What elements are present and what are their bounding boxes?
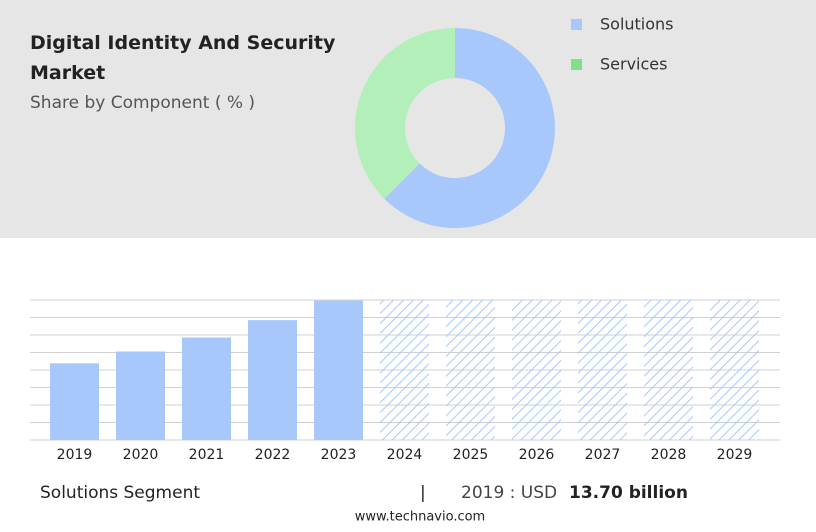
- x-tick-label: 2028: [651, 447, 687, 463]
- x-tick-label: 2023: [321, 447, 357, 463]
- legend-label: Solutions: [600, 15, 674, 34]
- bar: [116, 351, 165, 440]
- legend-swatch: [571, 19, 582, 30]
- forecast-bar: [710, 300, 759, 440]
- value-label: 13.70 billion: [569, 483, 688, 503]
- bar: [314, 300, 363, 440]
- legend-label: Services: [600, 55, 667, 74]
- x-tick-label: 2021: [189, 447, 225, 463]
- source: www.technavio.com: [355, 510, 485, 525]
- chart-subtitle: Share by Component ( % ): [30, 93, 255, 113]
- segment-label: Solutions Segment: [40, 483, 200, 503]
- x-tick-label: 2019: [57, 447, 93, 463]
- donut-slice: [384, 28, 555, 228]
- bar: [182, 337, 231, 440]
- x-tick-label: 2025: [453, 447, 489, 463]
- x-tick-label: 2026: [519, 447, 555, 463]
- donut-slice: [354, 28, 455, 199]
- forecast-bar: [578, 300, 627, 440]
- year-label: 2019 : USD: [461, 483, 557, 503]
- x-tick-label: 2020: [123, 447, 159, 463]
- bar: [248, 320, 297, 440]
- x-tick-label: 2027: [585, 447, 621, 463]
- legend-swatch: [571, 59, 582, 70]
- separator: |: [420, 483, 426, 503]
- forecast-bar: [512, 300, 561, 440]
- x-tick-label: 2029: [717, 447, 753, 463]
- forecast-bar: [644, 300, 693, 440]
- x-tick-label: 2024: [387, 447, 423, 463]
- forecast-bar: [380, 300, 429, 440]
- forecast-bar: [446, 300, 495, 440]
- x-tick-label: 2022: [255, 447, 291, 463]
- chart-title: Digital Identity And Security Market: [30, 32, 336, 84]
- bar: [50, 363, 99, 440]
